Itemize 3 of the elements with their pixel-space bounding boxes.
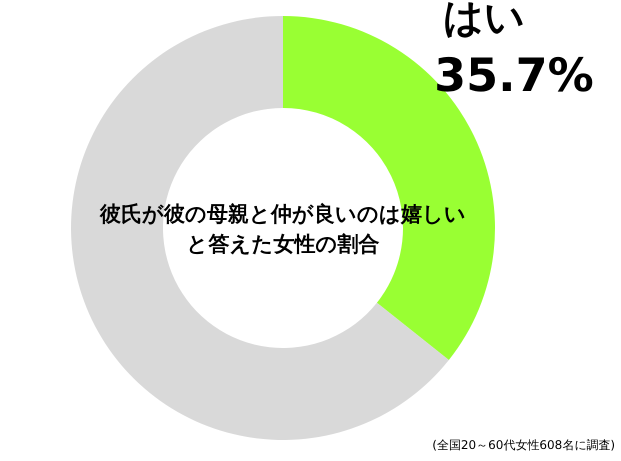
text: (全国20～60代女性608名に調査) [432, 438, 615, 452]
data-label: 35.7% [434, 48, 594, 102]
slice-label: はい [442, 0, 525, 41]
